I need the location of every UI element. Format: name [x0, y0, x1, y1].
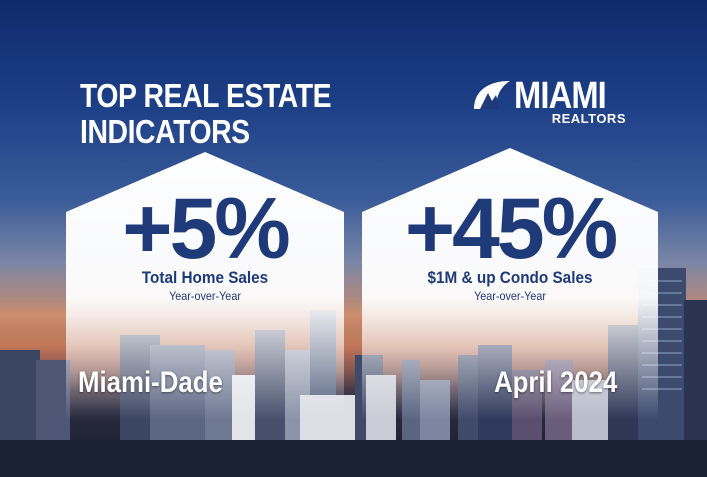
right-house-panel [362, 148, 658, 420]
condo-sales-period: Year-over-Year [474, 289, 546, 303]
home-sales-period: Year-over-Year [169, 289, 241, 303]
left-house-panel [66, 152, 344, 420]
title-line-1: TOP REAL ESTATE [80, 77, 332, 114]
page-title: TOP REAL ESTATE INDICATORS [80, 77, 332, 150]
home-sales-percent: +5% [122, 181, 291, 277]
title-line-2: INDICATORS [80, 113, 250, 150]
condo-sales-percent: +45% [404, 181, 618, 277]
logo-subtitle: REALTORS [551, 111, 626, 126]
home-sales-label: Total Home Sales [141, 268, 269, 287]
logo-name: MIAMI [514, 75, 607, 117]
condo-sales-label: $1M & up Condo Sales [427, 268, 593, 287]
sailboat-logo-icon [474, 81, 510, 109]
tower-windows [642, 280, 682, 390]
miami-realtors-logo: MIAMI REALTORS [470, 75, 630, 129]
period-label: April 2024 [494, 366, 618, 399]
region-label: Miami-Dade [78, 366, 223, 399]
